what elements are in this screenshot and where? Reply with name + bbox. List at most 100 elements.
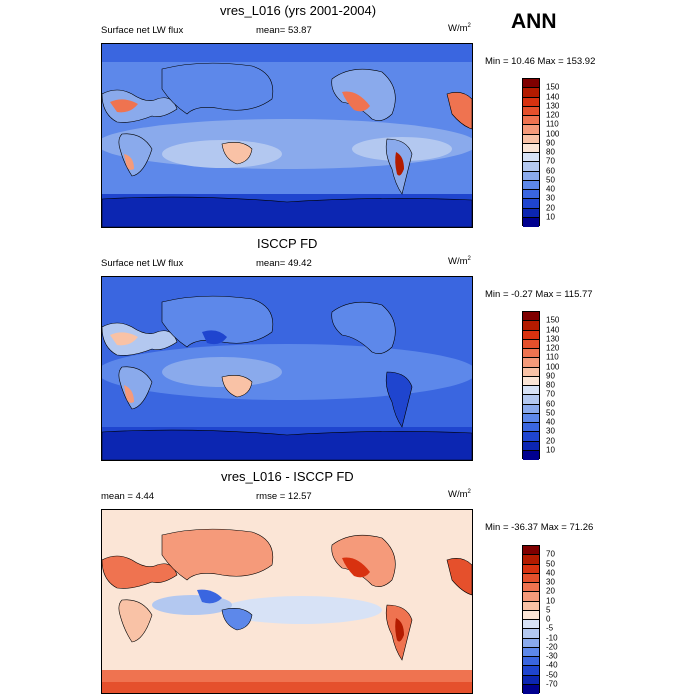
colorbar-swatch — [523, 450, 539, 460]
colorbar-tick-label: 10 — [546, 212, 555, 222]
mean-label: mean= 49.42 — [256, 258, 312, 269]
min-max-label: Min = 10.46 Max = 153.92 — [485, 56, 596, 67]
colorbar-tick-label: 120 — [546, 343, 560, 353]
colorbar-swatch — [523, 601, 539, 611]
colorbar-tick-label: 130 — [546, 101, 560, 111]
colorbar-swatch — [523, 395, 539, 405]
colorbar-tick-label: 30 — [546, 426, 555, 436]
colorbar-swatch — [523, 647, 539, 657]
colorbar-swatch — [523, 546, 539, 556]
units-label: W/m2 — [448, 23, 471, 35]
colorbar-swatch — [523, 367, 539, 377]
rmse-label: rmse = 12.57 — [256, 491, 312, 502]
colorbar-tick-label: -20 — [546, 642, 558, 652]
colorbar-tick-label: 50 — [546, 408, 555, 418]
colorbar-tick-label: 80 — [546, 147, 555, 157]
colorbar-swatch — [523, 180, 539, 190]
colorbar-tick-label: 0 — [546, 614, 551, 624]
colorbar-swatch — [523, 79, 539, 89]
colorbar-swatch — [523, 208, 539, 218]
colorbar-tick-label: 110 — [546, 119, 559, 129]
colorbar-tick-label: 90 — [546, 138, 555, 148]
colorbar-swatch — [523, 162, 539, 172]
colorbar-swatch — [523, 190, 539, 200]
colorbar-swatch — [523, 386, 539, 396]
colorbar-tick-label: 150 — [546, 82, 560, 92]
colorbar-tick-label: 150 — [546, 315, 560, 325]
colorbar-tick-label: 30 — [546, 193, 555, 203]
colorbar-tick-label: 130 — [546, 334, 560, 344]
colorbar-swatch — [523, 620, 539, 630]
colorbar-tick-label: 50 — [546, 559, 555, 568]
colorbar-tick-label: -40 — [546, 660, 558, 670]
colorbar-tick-label: 10 — [546, 445, 555, 455]
colorbar-swatch — [523, 573, 539, 583]
colorbar-tick-label: 20 — [546, 203, 555, 212]
colorbar-tick-label: -10 — [546, 633, 558, 642]
season-label: ANN — [511, 10, 557, 33]
colorbar-swatch — [523, 423, 539, 433]
colorbar-swatch — [523, 125, 539, 135]
panel-title: vres_L016 - ISCCP FD — [221, 469, 354, 484]
colorbar-tick-label: -30 — [546, 651, 558, 661]
colorbar-swatch — [523, 666, 539, 676]
colorbar-tick-label: 110 — [546, 352, 559, 362]
colorbar-tick-label: 140 — [546, 325, 560, 334]
colorbar-tick-label: 70 — [546, 389, 555, 399]
min-max-label: Min = -0.27 Max = 115.77 — [485, 289, 593, 300]
left-label: mean = 4.44 — [101, 491, 155, 502]
colorbar-swatch — [523, 153, 539, 163]
colorbar — [522, 311, 540, 460]
colorbar-tick-label: -50 — [546, 670, 558, 679]
colorbar-tick-label: 120 — [546, 110, 560, 120]
left-label: Surface net LW flux — [101, 258, 184, 269]
panel-title: ISCCP FD — [257, 236, 318, 251]
colorbar-tick-label: 100 — [546, 129, 560, 138]
colorbar-swatch — [523, 106, 539, 116]
colorbar-swatch — [523, 143, 539, 153]
colorbar-tick-label: 60 — [546, 166, 555, 175]
colorbar-swatch — [523, 432, 539, 442]
colorbar-tick-label: 5 — [546, 605, 551, 615]
colorbar-tick-label: 10 — [546, 596, 555, 605]
min-max-label: Min = -36.37 Max = 71.26 — [485, 522, 594, 533]
colorbar-swatch — [523, 217, 539, 227]
colorbar-tick-label: 30 — [546, 577, 555, 587]
units-label: W/m2 — [448, 489, 471, 501]
colorbar-swatch — [523, 413, 539, 423]
colorbar-swatch — [523, 116, 539, 126]
colorbar-tick-label: 40 — [546, 568, 555, 578]
colorbar-swatch — [523, 171, 539, 181]
colorbar-tick-label: 70 — [546, 156, 555, 166]
colorbar-swatch — [523, 321, 539, 331]
colorbar-swatch — [523, 629, 539, 639]
colorbar-tick-label: 90 — [546, 371, 555, 381]
colorbar-swatch — [523, 592, 539, 602]
colorbar-swatch — [523, 88, 539, 98]
colorbar-tick-label: 40 — [546, 417, 555, 427]
colorbar-swatch — [523, 441, 539, 451]
colorbar-tick-label: 100 — [546, 362, 560, 371]
colorbar-swatch — [523, 339, 539, 349]
colorbar-tick-label: 140 — [546, 92, 560, 101]
colorbar-tick-label: 40 — [546, 184, 555, 194]
colorbar-swatch — [523, 312, 539, 322]
colorbar-swatch — [523, 675, 539, 685]
colorbar-swatch — [523, 349, 539, 359]
colorbar-tick-label: 80 — [546, 380, 555, 390]
colorbar-tick-label: 60 — [546, 399, 555, 408]
colorbar-swatch — [523, 404, 539, 414]
colorbar-swatch — [523, 657, 539, 667]
left-label: Surface net LW flux — [101, 25, 184, 36]
map-field — [102, 510, 472, 693]
colorbar-swatch — [523, 564, 539, 574]
map-plot — [101, 43, 473, 228]
colorbar-swatch — [523, 199, 539, 209]
map-field — [102, 44, 472, 227]
colorbar-swatch — [523, 330, 539, 340]
units-label: W/m2 — [448, 256, 471, 268]
colorbar-swatch — [523, 684, 539, 694]
colorbar-swatch — [523, 610, 539, 620]
colorbar-swatch — [523, 555, 539, 565]
colorbar-swatch — [523, 583, 539, 593]
